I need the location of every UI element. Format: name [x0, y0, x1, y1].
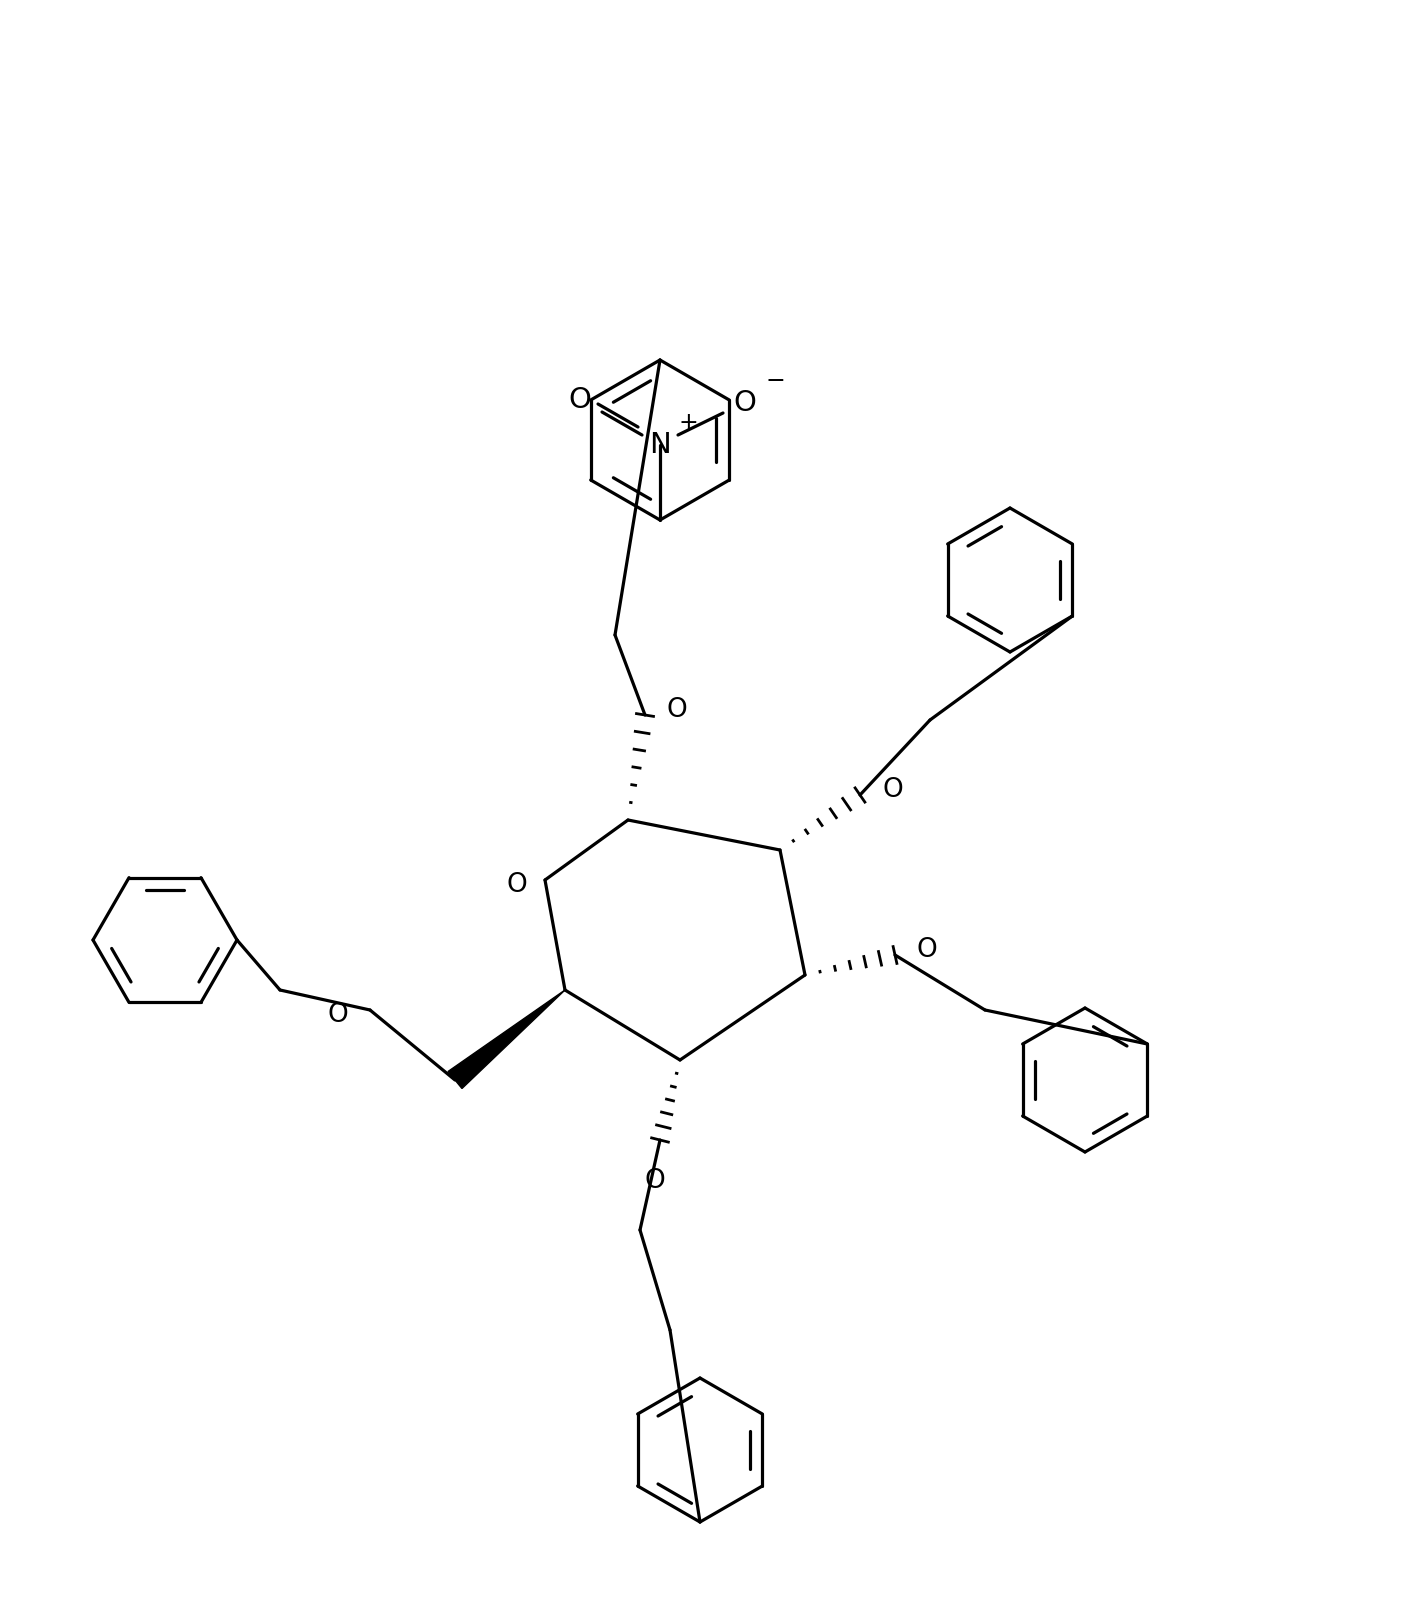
Text: O: O: [507, 872, 527, 898]
Text: +: +: [678, 411, 698, 435]
Text: O: O: [917, 938, 938, 963]
Text: O: O: [644, 1168, 665, 1194]
Text: O: O: [327, 1002, 348, 1029]
Text: O: O: [734, 389, 757, 418]
Text: N: N: [650, 430, 671, 459]
Text: −: −: [765, 370, 785, 394]
Polygon shape: [448, 990, 565, 1088]
Text: O: O: [568, 386, 591, 414]
Text: O: O: [667, 698, 688, 723]
Text: O: O: [883, 778, 902, 803]
